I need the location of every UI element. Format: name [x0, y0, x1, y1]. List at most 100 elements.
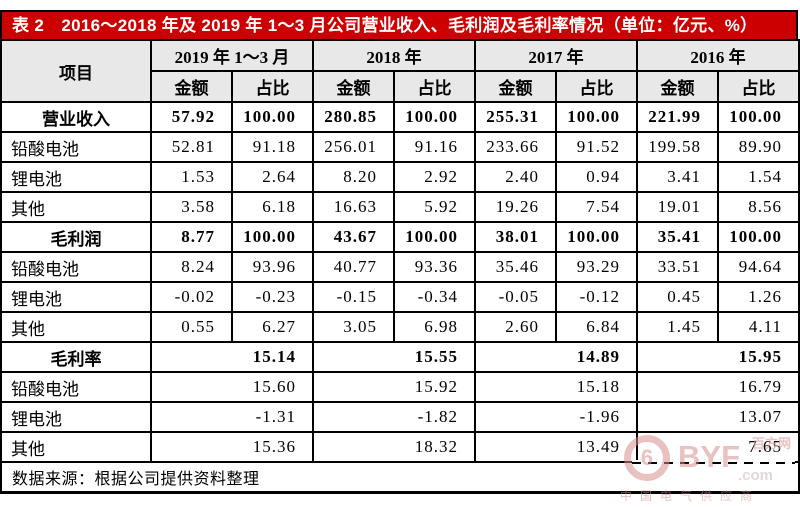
- value-cell: -0.05: [474, 281, 557, 313]
- row-label: 锂电池: [0, 401, 152, 433]
- table-row: 其他 15.36 18.32 13.49 7.65: [0, 431, 800, 463]
- value-cell: 100.00: [231, 101, 314, 133]
- table-title: 表 2 2016～2018 年及 2019 年 1～3 月公司营业收入、毛利润及…: [0, 10, 798, 39]
- value-cell: -0.12: [555, 281, 638, 313]
- row-label: 铅酸电池: [0, 251, 152, 283]
- financial-table: 项目 2019 年 1～3 月 2018 年 2017 年 2016 年 金额 …: [0, 39, 800, 494]
- value-cell: 35.46: [474, 251, 557, 283]
- value-cell: 100.00: [393, 101, 476, 133]
- amount-subheader: 金额: [312, 70, 395, 103]
- table-row: 铅酸电池 52.81 91.18 256.01 91.16 233.66 91.…: [0, 131, 800, 163]
- header-row-subheaders: 金额 占比 金额 占比 金额 占比 金额 占比: [1, 70, 800, 103]
- value-cell: -0.15: [312, 281, 395, 313]
- value-cell: 16.63: [312, 191, 395, 223]
- value-cell: 0.45: [636, 281, 719, 313]
- value-cell: 7.65: [636, 431, 800, 463]
- value-cell: 1.53: [150, 161, 233, 193]
- value-cell: 15.14: [150, 341, 314, 373]
- value-cell: 100.00: [717, 101, 800, 133]
- value-cell: 1.45: [636, 311, 719, 343]
- value-cell: 1.26: [717, 281, 800, 313]
- table-row: 铅酸电池 8.24 93.96 40.77 93.36 35.46 93.29 …: [0, 251, 800, 283]
- value-cell: 100.00: [393, 221, 476, 253]
- section-label: 毛利率: [0, 341, 152, 373]
- value-cell: 13.07: [636, 401, 800, 433]
- value-cell: 7.54: [555, 191, 638, 223]
- value-cell: -1.96: [474, 401, 638, 433]
- value-cell: 33.51: [636, 251, 719, 283]
- value-cell: 8.77: [150, 221, 233, 253]
- data-source-note: 数据来源：根据公司提供资料整理: [0, 461, 800, 493]
- source-row: 数据来源：根据公司提供资料整理: [0, 461, 800, 493]
- value-cell: 4.11: [717, 311, 800, 343]
- share-subheader: 占比: [717, 70, 800, 103]
- value-cell: 6.84: [555, 311, 638, 343]
- table-row: 其他 0.55 6.27 3.05 6.98 2.60 6.84 1.45 4.…: [0, 311, 800, 343]
- value-cell: 8.20: [312, 161, 395, 193]
- year-group-header: 2018 年: [312, 39, 476, 72]
- value-cell: 40.77: [312, 251, 395, 283]
- value-cell: 6.27: [231, 311, 314, 343]
- value-cell: 15.55: [312, 341, 476, 373]
- value-cell: 15.60: [150, 371, 314, 403]
- value-cell: -0.23: [231, 281, 314, 313]
- value-cell: 100.00: [555, 221, 638, 253]
- value-cell: 15.18: [474, 371, 638, 403]
- value-cell: 0.55: [150, 311, 233, 343]
- value-cell: 89.90: [717, 131, 800, 163]
- value-cell: 19.26: [474, 191, 557, 223]
- dashed-border-segment: [632, 460, 795, 466]
- value-cell: 57.92: [150, 101, 233, 133]
- value-cell: 38.01: [474, 221, 557, 253]
- value-cell: 43.67: [312, 221, 395, 253]
- value-cell: 100.00: [555, 101, 638, 133]
- row-label: 锂电池: [0, 281, 152, 313]
- value-cell: 3.58: [150, 191, 233, 223]
- value-cell: -0.02: [150, 281, 233, 313]
- share-subheader: 占比: [555, 70, 638, 103]
- value-cell: 2.64: [231, 161, 314, 193]
- value-cell: 91.16: [393, 131, 476, 163]
- section-row-gross-profit: 毛利润 8.77 100.00 43.67 100.00 38.01 100.0…: [0, 221, 800, 253]
- value-cell: 13.49: [474, 431, 638, 463]
- value-cell: 100.00: [231, 221, 314, 253]
- value-cell: 2.60: [474, 311, 557, 343]
- value-cell: 3.41: [636, 161, 719, 193]
- value-cell: 2.40: [474, 161, 557, 193]
- value-cell: 16.79: [636, 371, 800, 403]
- value-cell: 0.94: [555, 161, 638, 193]
- value-cell: 18.32: [312, 431, 476, 463]
- value-cell: 52.81: [150, 131, 233, 163]
- row-label: 铅酸电池: [0, 371, 152, 403]
- share-subheader: 占比: [393, 70, 476, 103]
- amount-subheader: 金额: [636, 70, 719, 103]
- section-row-gross-margin: 毛利率 15.14 15.55 14.89 15.95: [0, 341, 800, 373]
- value-cell: 199.58: [636, 131, 719, 163]
- table-row: 铅酸电池 15.60 15.92 15.18 16.79: [0, 371, 800, 403]
- row-label: 其他: [0, 191, 152, 223]
- value-cell: 93.29: [555, 251, 638, 283]
- item-column-header: 项目: [0, 39, 152, 103]
- header-row-years: 项目 2019 年 1～3 月 2018 年 2017 年 2016 年: [0, 39, 800, 103]
- value-cell: 256.01: [312, 131, 395, 163]
- value-cell: 280.85: [312, 101, 395, 133]
- share-subheader: 占比: [231, 70, 314, 103]
- value-cell: 15.92: [312, 371, 476, 403]
- row-label: 锂电池: [0, 161, 152, 193]
- value-cell: -1.31: [150, 401, 314, 433]
- value-cell: 5.92: [393, 191, 476, 223]
- section-row-revenue: 营业收入 57.92 100.00 280.85 100.00 255.31 1…: [0, 101, 800, 133]
- section-label: 营业收入: [0, 101, 152, 133]
- value-cell: 221.99: [636, 101, 719, 133]
- value-cell: 19.01: [636, 191, 719, 223]
- year-group-header: 2017 年: [474, 39, 638, 72]
- table-row: 锂电池 1.53 2.64 8.20 2.92 2.40 0.94 3.41 1…: [0, 161, 800, 193]
- table-row: 锂电池 -0.02 -0.23 -0.15 -0.34 -0.05 -0.12 …: [0, 281, 800, 313]
- year-group-header: 2019 年 1～3 月: [150, 39, 314, 72]
- value-cell: 2.92: [393, 161, 476, 193]
- value-cell: 15.36: [150, 431, 314, 463]
- value-cell: 93.36: [393, 251, 476, 283]
- value-cell: 93.96: [231, 251, 314, 283]
- value-cell: 35.41: [636, 221, 719, 253]
- row-label: 铅酸电池: [0, 131, 152, 163]
